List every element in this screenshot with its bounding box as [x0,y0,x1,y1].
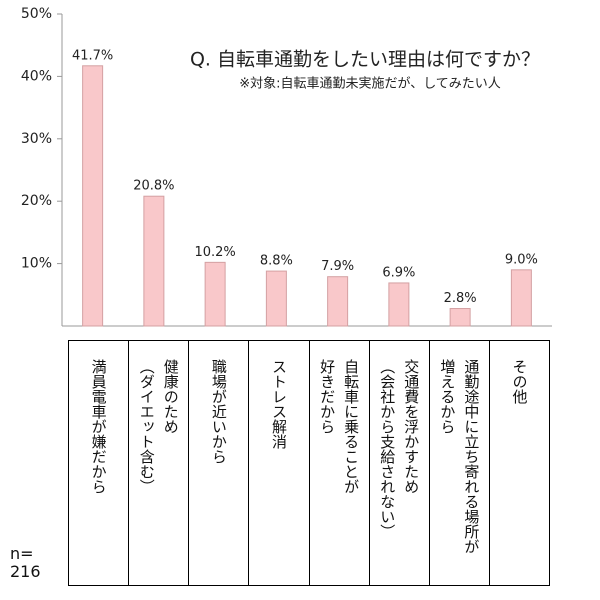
category-cell: 通勤途中に立ち寄れる場所が 増えるから [428,341,489,585]
value-label: 9.0% [505,252,538,267]
category-label: 健康のため （ダイエット含む） [137,359,180,494]
category-label: ストレス解消 [269,359,288,449]
bar [327,276,349,327]
category-label: 通勤途中に立ち寄れる場所が 増えるから [438,359,481,554]
category-cell: 交通費を浮かすため （会社から支給されない） [368,341,429,585]
category-label: その他 [510,359,529,404]
category-label: 交通費を浮かすため （会社から支給されない） [378,359,421,539]
chart: Q. 自転車通勤をしたい理由は何ですか？ ※対象:自転車通勤未実施だが、してみた… [21,6,552,327]
bar [204,261,226,327]
bar [510,269,532,327]
category-cell: 職場が近いから [188,341,248,585]
category-cell: ストレス解消 [248,341,308,585]
y-tick-label: 50% [21,6,52,22]
category-cell: その他 [488,341,549,585]
category-label: 自転車に乗ることが 好きだから [318,359,361,494]
sample-size: n= 216 [10,544,41,581]
value-label: 7.9% [321,259,354,274]
bar [388,282,410,327]
chart-title: Q. 自転車通勤をしたい理由は何ですか？ [190,49,540,71]
chart-subtitle: ※対象:自転車通勤未実施だが、してみたい人 [239,76,501,92]
value-label: 10.2% [194,245,235,260]
category-cell: 健康のため （ダイエット含む） [128,341,188,585]
bar [82,65,104,327]
value-label: 2.8% [444,291,477,306]
category-cell: 満員電車が嫌だから [69,341,128,585]
category-cell: 自転車に乗ることが 好きだから [308,341,369,585]
y-tick-label: 30% [21,131,52,147]
category-label: 満員電車が嫌だから [89,359,108,494]
category-label: 職場が近いから [209,359,228,464]
y-tick-label: 40% [21,68,52,84]
y-tick-label: 20% [21,193,52,209]
bar [449,308,471,327]
bar [143,195,165,327]
category-table: 満員電車が嫌だから 健康のため （ダイエット含む） 職場が近いから ストレス解消 自転車… [68,340,550,586]
value-label: 20.8% [133,179,174,194]
value-label: 8.8% [260,254,293,269]
bar [265,270,287,327]
value-label: 41.7% [72,48,113,63]
y-tick-label: 10% [21,256,52,272]
value-label: 6.9% [382,265,415,280]
